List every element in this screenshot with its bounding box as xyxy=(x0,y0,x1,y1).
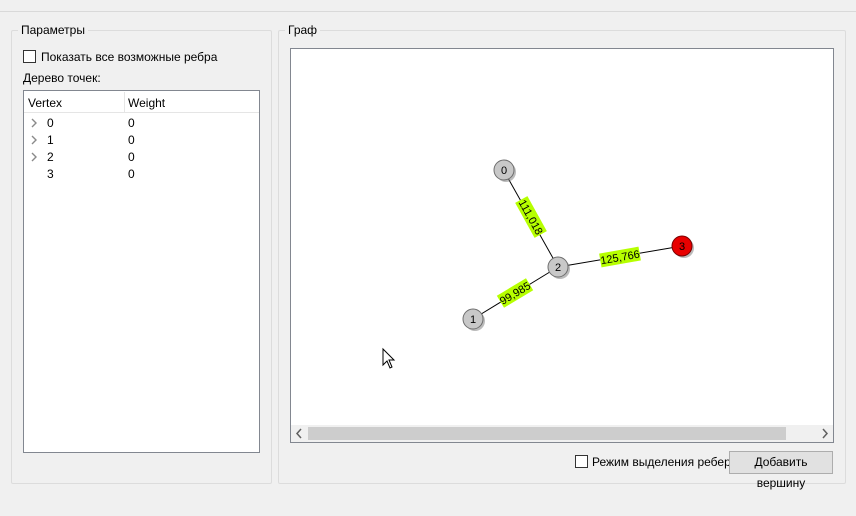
graph-group-title: Граф xyxy=(285,23,321,37)
params-group-title: Параметры xyxy=(18,23,88,37)
graph-canvas[interactable]: 111,018 99,985 125,766 0 1 2 xyxy=(290,48,834,443)
node-3-label: 3 xyxy=(679,241,685,253)
graph-svg[interactable]: 111,018 99,985 125,766 0 1 2 xyxy=(291,49,833,425)
tree-row-vertex: 0 xyxy=(47,116,54,130)
tree-row-weight: 0 xyxy=(128,150,135,164)
expand-arrow-icon[interactable] xyxy=(29,116,39,130)
scrollbar-thumb[interactable] xyxy=(308,427,786,440)
scroll-left-icon[interactable] xyxy=(291,425,308,442)
tree-row[interactable]: 0 0 xyxy=(24,115,259,132)
node-0[interactable]: 0 xyxy=(493,159,516,182)
node-2-label: 2 xyxy=(555,262,561,274)
node-3[interactable]: 3 xyxy=(671,235,694,258)
node-1[interactable]: 1 xyxy=(462,308,485,331)
edge-label-2-3[interactable]: 125,766 xyxy=(599,246,641,268)
tree-row-vertex: 1 xyxy=(47,133,54,147)
edge-label-2-3-text: 125,766 xyxy=(600,249,641,268)
tree-header: Vertex Weight xyxy=(24,91,259,113)
tree-label: Дерево точек: xyxy=(23,71,101,85)
edge-selection-mode-checkbox[interactable] xyxy=(575,455,588,468)
edge-label-0-2-text: 111,018 xyxy=(516,198,545,237)
tree-row-weight: 0 xyxy=(128,133,135,147)
tree-row-vertex: 3 xyxy=(47,167,54,181)
vertex-tree[interactable]: Vertex Weight 0 0 1 0 2 0 3 0 xyxy=(23,90,260,453)
edge-label-2-1[interactable]: 99,985 xyxy=(496,278,534,308)
edge-label-0-2[interactable]: 111,018 xyxy=(515,196,547,238)
mouse-cursor-icon xyxy=(382,347,396,369)
node-1-label: 1 xyxy=(470,314,476,326)
edge-selection-mode-label[interactable]: Режим выделения ребер xyxy=(592,455,731,469)
node-2[interactable]: 2 xyxy=(547,256,570,279)
scroll-right-icon[interactable] xyxy=(816,425,833,442)
show-all-edges-checkbox[interactable] xyxy=(23,50,36,63)
expand-arrow-icon[interactable] xyxy=(29,150,39,164)
show-all-edges-label[interactable]: Показать все возможные ребра xyxy=(41,50,218,64)
tree-row[interactable]: 1 0 xyxy=(24,132,259,149)
tree-row[interactable]: 3 0 xyxy=(24,166,259,183)
column-separator[interactable] xyxy=(124,92,125,112)
tree-row[interactable]: 2 0 xyxy=(24,149,259,166)
tree-row-weight: 0 xyxy=(128,116,135,130)
horizontal-scrollbar[interactable] xyxy=(291,425,833,442)
edge-label-2-1-text: 99,985 xyxy=(498,280,533,308)
add-vertex-button[interactable]: Добавить вершину xyxy=(729,451,833,490)
tree-row-vertex: 2 xyxy=(47,150,54,164)
column-header-weight[interactable]: Weight xyxy=(128,96,166,110)
node-0-label: 0 xyxy=(501,165,507,177)
column-header-vertex[interactable]: Vertex xyxy=(28,96,63,110)
tree-row-weight: 0 xyxy=(128,167,135,181)
expand-arrow-icon[interactable] xyxy=(29,133,39,147)
top-divider xyxy=(0,11,856,12)
